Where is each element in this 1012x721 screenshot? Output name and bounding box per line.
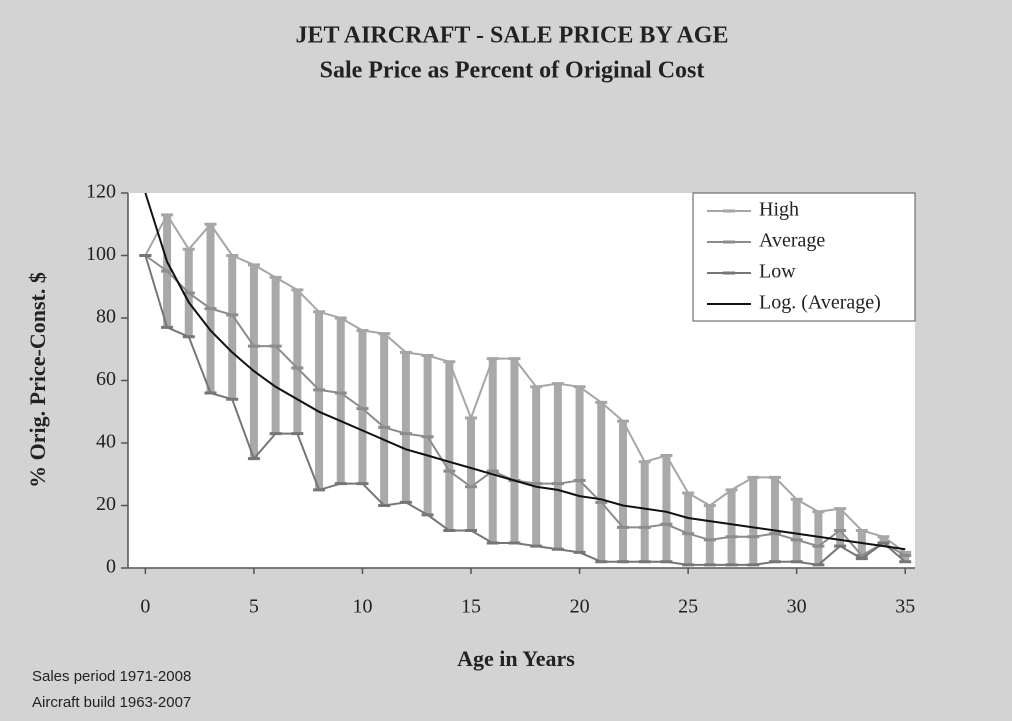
hilo-bar <box>792 499 801 562</box>
hilo-bar <box>553 383 562 550</box>
hilo-bar <box>705 505 714 565</box>
note: Sales period 1971-2008 <box>32 668 191 685</box>
hilo-bar <box>879 536 888 543</box>
hilo-bar <box>770 477 779 562</box>
x-tick-label: 0 <box>140 596 150 618</box>
legend-label: Average <box>759 230 825 252</box>
x-tick-label: 20 <box>570 596 590 618</box>
hilo-bar <box>814 511 823 565</box>
hilo-bar <box>662 455 671 562</box>
trend-line <box>144 192 906 551</box>
hilo-bar <box>293 289 302 434</box>
y-tick-label: 80 <box>96 306 116 328</box>
x-axis-label: Age in Years <box>457 646 575 671</box>
x-tick-label: 25 <box>678 596 698 618</box>
hilo-bar <box>315 311 324 490</box>
legend-label: Log. (Average) <box>759 292 881 314</box>
hilo-bar <box>597 402 606 562</box>
x-tick-label: 5 <box>249 596 259 618</box>
x-tick-label: 10 <box>352 596 372 618</box>
legend-box <box>692 192 916 322</box>
y-tick-label: 40 <box>96 431 116 453</box>
hilo-bar <box>228 255 237 400</box>
hilo-bar <box>249 264 258 459</box>
chart-subtitle: Sale Price as Percent of Original Cost <box>320 58 705 84</box>
y-axis-label: % Orig. Price-Const. $ <box>25 272 50 488</box>
chart-title: JET AIRCRAFT - SALE PRICE BY AGE <box>296 23 729 49</box>
y-tick-label: 60 <box>96 368 116 390</box>
hilo-bar <box>575 386 584 553</box>
series-line <box>144 212 906 554</box>
y-tick-label: 0 <box>106 556 116 578</box>
hilo-bar <box>618 421 627 562</box>
x-tick-label: 35 <box>895 596 915 618</box>
y-tick-label: 20 <box>96 493 116 515</box>
hilo-bar <box>401 352 410 503</box>
note: Aircraft build 1963-2007 <box>32 694 191 711</box>
hilo-bar <box>336 318 345 484</box>
hilo-bar <box>532 386 541 547</box>
hilo-bar <box>857 530 866 559</box>
hilo-bar <box>836 508 845 547</box>
hilo-bar <box>271 277 280 434</box>
hilo-bar <box>684 493 693 565</box>
hilo-bar <box>727 489 736 565</box>
hilo-bar <box>445 361 454 531</box>
x-tick-label: 30 <box>787 596 807 618</box>
hilo-bar <box>423 355 432 515</box>
hilo-bar <box>488 358 497 543</box>
x-tick-label: 15 <box>461 596 481 618</box>
hilo-bar <box>380 333 389 506</box>
hilo-bar <box>467 418 476 531</box>
y-tick-label: 100 <box>86 243 116 265</box>
hilo-bar <box>640 461 649 562</box>
legend-label: High <box>759 199 799 221</box>
hilo-bar <box>901 552 910 562</box>
hilo-bar <box>510 358 519 543</box>
hilo-bar <box>358 330 367 484</box>
legend-label: Low <box>759 261 796 283</box>
hilo-bar <box>749 477 758 565</box>
y-tick-label: 120 <box>86 181 116 203</box>
